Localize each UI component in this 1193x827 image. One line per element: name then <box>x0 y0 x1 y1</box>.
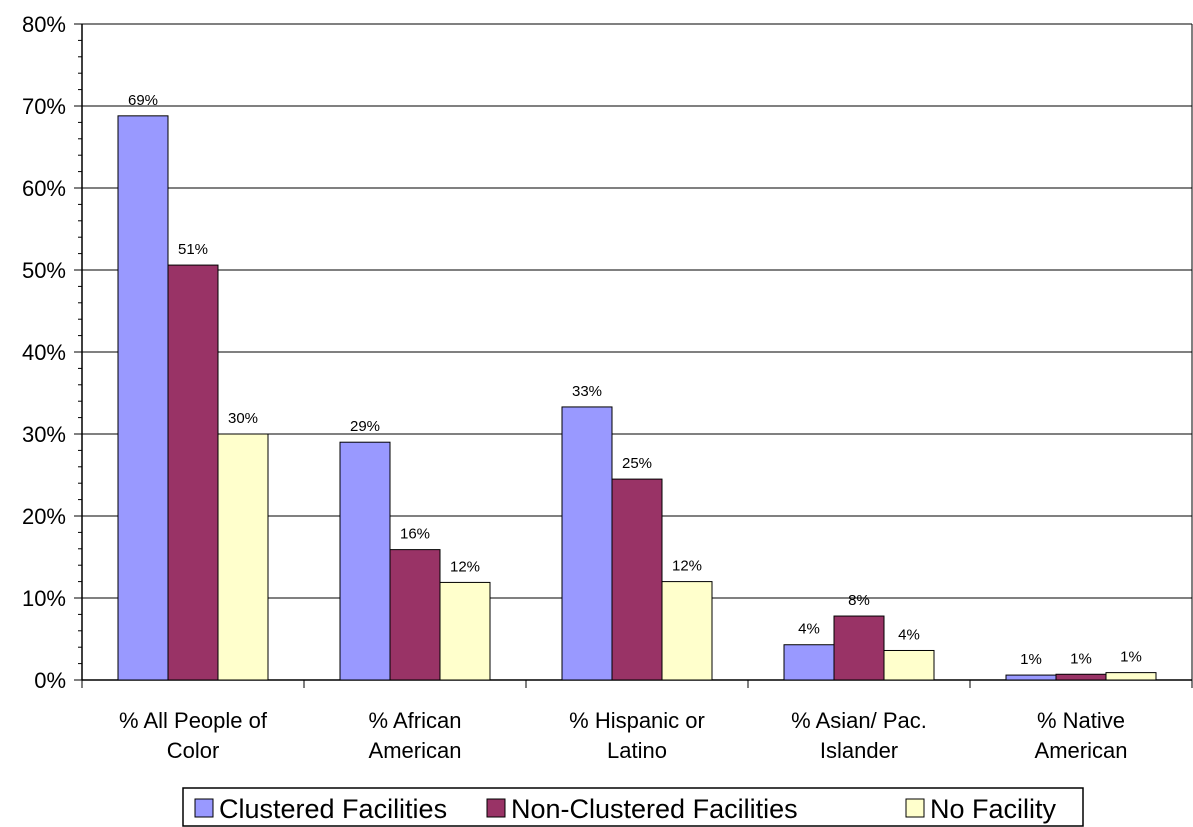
x-category-label-line: Islander <box>820 738 898 763</box>
bar <box>1055 673 1107 681</box>
x-category-label-line: % African <box>369 708 462 733</box>
data-label: 30% <box>228 410 258 427</box>
bar <box>389 549 441 681</box>
x-category-label-line: Latino <box>607 738 667 763</box>
bar <box>833 615 885 681</box>
bar <box>117 115 169 681</box>
data-label: 1% <box>1020 651 1042 668</box>
bar <box>1105 672 1157 681</box>
x-category-label-line: American <box>1035 738 1128 763</box>
x-category-label: % Native American <box>1035 708 1128 763</box>
data-label: 51% <box>178 241 208 258</box>
y-tick-label: 50% <box>22 258 66 283</box>
data-label: 1% <box>1120 649 1142 666</box>
y-tick-label: 20% <box>22 504 66 529</box>
x-category-label: % Hispanic or Latino <box>569 708 705 763</box>
y-tick-label: 30% <box>22 422 66 447</box>
data-labels: 69% 51% 30% 29% 16% 12% 33% 25% 12% 4% 8% 4% 1% 1% 1% <box>128 92 1142 668</box>
bar <box>661 581 713 681</box>
y-tick-label: 70% <box>22 94 66 119</box>
data-label: 12% <box>672 558 702 575</box>
bar <box>611 478 663 681</box>
data-label: 16% <box>400 526 430 543</box>
y-tick-label: 0% <box>34 668 66 693</box>
x-category-label: % African American <box>369 708 462 763</box>
bar <box>783 644 835 681</box>
data-label: 4% <box>898 626 920 643</box>
legend: Clustered Facilities Non-Clustered Facili… <box>182 787 1084 827</box>
legend-swatch <box>486 798 506 818</box>
bar <box>1005 674 1057 681</box>
x-category-label-line: % All People of <box>119 708 268 733</box>
x-category-label-line: % Native <box>1037 708 1125 733</box>
x-category-label-line: % Hispanic or <box>569 708 705 733</box>
bars <box>117 115 1157 681</box>
x-axis: % All People of Color % African American % H… <box>81 679 1193 763</box>
data-label: 25% <box>622 455 652 472</box>
legend-swatch <box>905 798 925 818</box>
legend-label: No Facility <box>930 794 1057 824</box>
data-label: 12% <box>450 558 480 575</box>
legend-swatch <box>194 798 214 818</box>
bar <box>561 406 613 681</box>
data-label: 29% <box>350 418 380 435</box>
bar <box>217 433 269 681</box>
x-category-label: % All People of Color <box>119 708 268 763</box>
data-label: 1% <box>1070 650 1092 667</box>
bar <box>339 441 391 681</box>
bar <box>167 264 219 681</box>
y-tick-label: 80% <box>22 12 66 37</box>
y-tick-label: 60% <box>22 176 66 201</box>
x-category-label: % Asian/ Pac. Islander <box>791 708 927 763</box>
x-category-label-line: Color <box>167 738 220 763</box>
data-label: 8% <box>848 592 870 609</box>
legend-label: Non-Clustered Facilities <box>511 794 798 824</box>
x-category-label-line: % Asian/ Pac. <box>791 708 927 733</box>
y-tick-label: 40% <box>22 340 66 365</box>
data-label: 69% <box>128 92 158 109</box>
data-label: 33% <box>572 383 602 400</box>
x-category-label-line: American <box>369 738 462 763</box>
y-tick-label: 10% <box>22 586 66 611</box>
legend-box <box>182 787 1084 827</box>
data-label: 4% <box>798 621 820 638</box>
bar <box>883 649 935 681</box>
y-axis: 0% 10% 20% 30% 40% 50% 60% 70% 80% <box>22 12 83 693</box>
bar <box>439 581 491 681</box>
legend-label: Clustered Facilities <box>219 794 447 824</box>
